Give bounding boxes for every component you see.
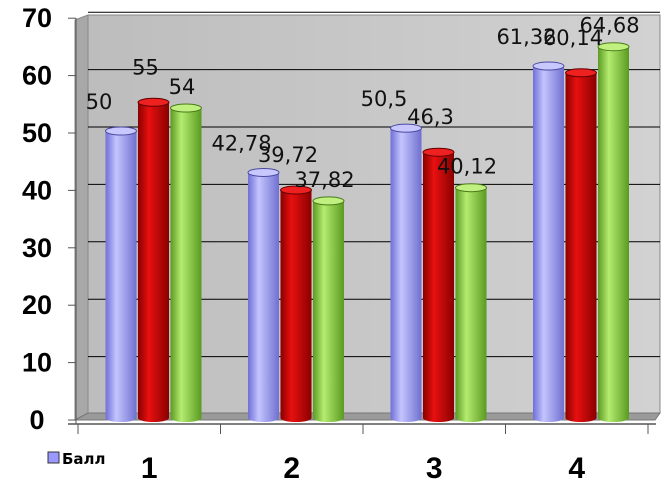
bar [422, 147, 455, 422]
y-tick-label: 50 [22, 118, 52, 148]
data-label: 61,32 [496, 25, 556, 49]
y-tick-label: 70 [22, 3, 52, 33]
data-label: 50,5 [361, 87, 408, 111]
data-label: 40,12 [437, 155, 497, 179]
y-tick-label: 40 [22, 175, 52, 205]
data-label: 42,78 [211, 131, 271, 155]
y-tick-label: 20 [22, 290, 52, 320]
bar [532, 61, 565, 422]
bar [137, 97, 170, 422]
bar [312, 196, 345, 422]
x-tick-label: 1 [141, 452, 158, 484]
data-label: 55 [132, 55, 159, 79]
bar [390, 123, 422, 422]
data-label: 50 [86, 90, 113, 114]
data-label: 54 [169, 75, 196, 99]
legend-label: Балл [62, 450, 106, 468]
y-tick-label: 0 [29, 405, 44, 435]
data-label: 37,82 [294, 168, 354, 192]
bar [280, 185, 312, 422]
bar [170, 103, 202, 422]
x-tick-label: 3 [426, 452, 443, 484]
data-label: 64,68 [579, 14, 639, 38]
data-label: 60,14 [543, 26, 603, 50]
bar [247, 167, 280, 422]
y-tick-label: 30 [22, 233, 52, 263]
x-tick-label: 4 [568, 452, 585, 484]
data-label: 39,72 [258, 143, 318, 167]
data-label: 46,3 [407, 105, 454, 129]
bar [565, 68, 597, 422]
side-wall [74, 14, 89, 421]
legend-swatch [47, 451, 60, 464]
y-tick-label: 60 [22, 61, 52, 91]
y-tick-label: 10 [22, 348, 52, 378]
x-tick-label: 2 [283, 452, 300, 484]
bar [105, 126, 137, 422]
bar [597, 42, 630, 422]
bar [455, 183, 487, 422]
legend: Балл [47, 450, 106, 468]
